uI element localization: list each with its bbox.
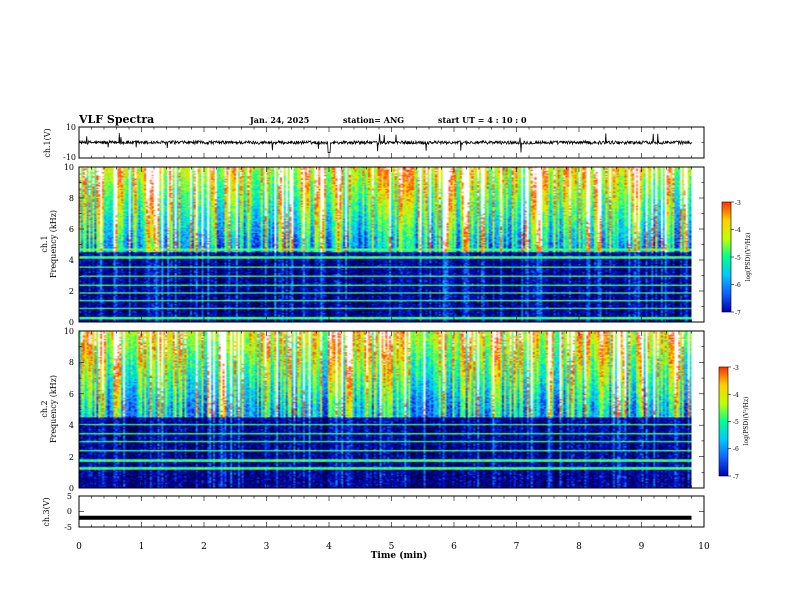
ch2-cbar-tick-m5: -5: [733, 419, 739, 426]
x-axis-tick-labels: 0 1 2 3 4 5 6 7 8 9 10: [76, 542, 710, 552]
ch2-ytick-8: 8: [69, 358, 74, 367]
ch2-spectrogram-panel: 0 2 4 6 8 10 ch.2 Frequency (kHz): [40, 327, 705, 493]
x-axis-label: Time (min): [371, 550, 428, 561]
ch1-cbar-tick-m3: -3: [735, 200, 741, 207]
ch1-cbar-tick-m4: -4: [735, 227, 741, 234]
ch1-ytick-top: 10: [66, 123, 76, 132]
ch2-spectrogram-ylabel-line2: Frequency (kHz): [49, 375, 58, 443]
ch1-spectrogram-panel: 0 2 4 6 8 10 ch.1 Frequency (kHz): [40, 163, 705, 327]
ch1-waveform-ylabel: ch.1(V): [43, 128, 52, 157]
ch2-cbar-tick-m7: -7: [733, 474, 739, 481]
x-tick-label: 10: [698, 542, 710, 552]
ch1-cbar-tick-m5: -5: [735, 255, 741, 262]
ch1-spectrogram-ylabel-line1: ch.1: [40, 235, 49, 252]
ch1-colorbar: -3 -4 -5 -6 -7 log(PSD)(V²/Hz): [721, 200, 752, 317]
ch1-colorbar-label: log(PSD)(V²/Hz): [745, 233, 752, 282]
ch1-cbar-tick-m7: -7: [735, 310, 741, 317]
ch1-ytick-8: 8: [69, 194, 74, 203]
ch3-ytick-mid: 0: [67, 507, 72, 516]
ch3-waveform-ticks: [78, 495, 705, 528]
ch2-ytick-6: 6: [69, 390, 74, 399]
ch1-ytick-10: 10: [64, 163, 74, 172]
ch1-ytick-2: 2: [69, 287, 74, 296]
ch1-ytick-bottom: -10: [63, 153, 76, 162]
ch1-waveform-trace: [78, 133, 692, 154]
ch1-ytick-0: 0: [69, 318, 74, 327]
ch3-ytick-top: 5: [67, 492, 72, 501]
ch1-waveform-ticks: [78, 126, 705, 159]
ch3-waveform-panel: 5 0 -5 ch.3(V): [42, 492, 705, 532]
start-time-label: start UT = 4 : 10 : 0: [438, 115, 527, 125]
ch2-colorbar: -3 -4 -5 -6 -7 log(PSD)(V²/Hz): [718, 365, 750, 481]
ch1-spectrogram-image: [79, 167, 692, 322]
station-label: station= ANG: [343, 115, 404, 125]
ch2-cbar-tick-m6: -6: [733, 446, 739, 453]
date-label: Jan. 24, 2025: [249, 115, 309, 125]
ch2-ytick-10: 10: [64, 327, 74, 336]
ch3-ytick-bottom: -5: [64, 523, 72, 532]
x-tick-label: 7: [514, 542, 520, 552]
ch2-colorbar-label: log(PSD)(V²/Hz): [743, 397, 750, 446]
ch2-colorbar-gradient: [718, 366, 729, 477]
x-tick-label: 8: [576, 542, 582, 552]
ch1-ytick-4: 4: [69, 256, 74, 265]
ch2-spectrogram-ylabel-line1: ch.2: [40, 400, 49, 417]
x-tick-label: 1: [139, 542, 145, 552]
x-tick-label: 0: [76, 542, 82, 552]
ch3-waveform-ylabel: ch.3(V): [42, 497, 51, 526]
ch2-ytick-0: 0: [69, 484, 74, 493]
ch2-ytick-4: 4: [69, 421, 74, 430]
figure-title: VLF Spectra: [78, 113, 154, 126]
ch2-cbar-tick-m4: -4: [733, 392, 739, 399]
x-tick-label: 4: [326, 542, 332, 552]
x-tick-label: 3: [264, 542, 270, 552]
ch1-colorbar-gradient: [721, 201, 732, 313]
ch2-ytick-2: 2: [69, 453, 74, 462]
x-tick-label: 9: [639, 542, 645, 552]
ch2-spectrogram-ticks: [78, 330, 705, 489]
ch1-spectrogram-ticks: [78, 166, 705, 323]
ch2-cbar-tick-m3: -3: [733, 365, 739, 372]
ch1-ytick-6: 6: [69, 225, 74, 234]
ch2-spectrogram-image: [79, 331, 692, 488]
x-tick-label: 5: [389, 542, 395, 552]
x-tick-label: 2: [201, 542, 207, 552]
ch1-cbar-tick-m6: -6: [735, 282, 741, 289]
x-tick-label: 6: [451, 542, 457, 552]
ch1-waveform-panel: 10 -10 ch.1(V): [43, 123, 705, 162]
ch1-spectrogram-ylabel-line2: Frequency (kHz): [49, 210, 58, 278]
